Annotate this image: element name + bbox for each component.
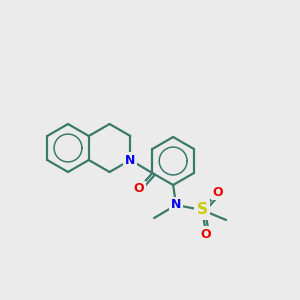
Text: S: S	[196, 202, 208, 217]
Text: O: O	[201, 227, 212, 241]
Text: O: O	[213, 185, 224, 199]
Text: N: N	[125, 154, 136, 166]
Text: N: N	[171, 199, 181, 212]
Text: O: O	[133, 182, 144, 196]
